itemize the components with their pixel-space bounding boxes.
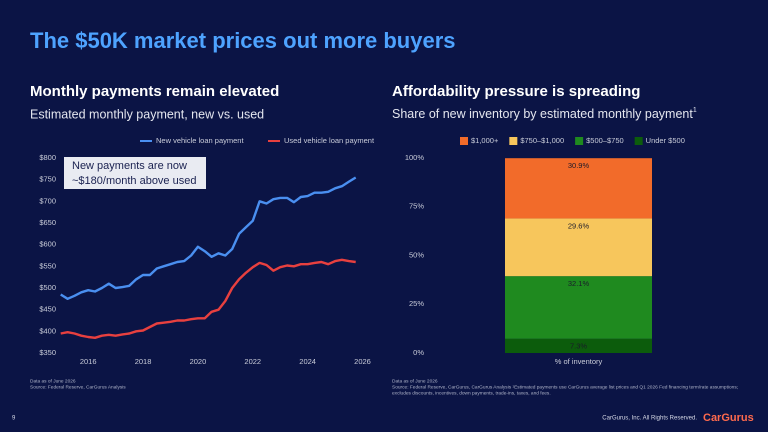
legend-swatch [509, 137, 518, 145]
value-label: 7.3% [570, 342, 587, 351]
legend-swatch [460, 137, 468, 145]
y-tick-label: $350 [39, 348, 56, 357]
footnote: Source: Federal Reserve, CarGurus, CarGu… [392, 384, 738, 390]
annotation: ~$180/month above used [72, 175, 196, 187]
legend-label: $750–$1,000 [520, 136, 564, 145]
y-tick-label: 100% [405, 153, 425, 162]
footnote: Data as of June 2026 [30, 378, 76, 384]
x-tick-label: 2018 [135, 357, 152, 366]
legend-swatch [575, 137, 584, 145]
footnote: excludes discounts, incentives, down pay… [392, 390, 551, 396]
bar-segment [505, 276, 652, 339]
copyright: CarGurus, Inc. All Rights Reserved. [602, 416, 697, 422]
value-label: 29.6% [568, 221, 590, 230]
y-tick-label: $750 [39, 175, 56, 184]
annotation: New payments are now [72, 160, 187, 172]
y-tick-label: $700 [39, 196, 56, 205]
value-label: 30.9% [568, 161, 590, 170]
chart-heading: Affordability pressure is spreading [392, 83, 640, 100]
y-tick-label: 25% [409, 299, 424, 308]
value-label: 32.1% [568, 279, 590, 288]
x-tick-label: 2024 [299, 357, 316, 366]
y-tick-label: $650 [39, 218, 56, 227]
subtitle-text: Share of new inventory by estimated mont… [392, 107, 693, 121]
x-tick-label: 2016 [80, 357, 97, 366]
page-number: 9 [12, 416, 16, 422]
legend-label: $1,000+ [471, 136, 499, 145]
chart-heading: Monthly payments remain elevated [30, 83, 279, 100]
y-tick-label: 50% [409, 250, 424, 259]
y-tick-label: $450 [39, 305, 56, 314]
legend-label: Used vehicle loan payment [284, 136, 375, 145]
y-tick-label: $600 [39, 240, 56, 249]
legend-label: Under $500 [646, 136, 685, 145]
y-tick-label: $500 [39, 283, 56, 292]
legend-label: New vehicle loan payment [156, 136, 244, 145]
footnote: Data as of June 2026 [392, 378, 438, 384]
legend-swatch [634, 137, 643, 145]
y-tick-label: $550 [39, 261, 56, 270]
bar-segment [505, 218, 652, 277]
x-tick-label: % of inventory [555, 357, 603, 366]
annotation-box [64, 157, 206, 189]
data-line [60, 176, 357, 300]
legend-label: $500–$750 [586, 136, 624, 145]
y-tick-label: $400 [39, 326, 56, 335]
bar-segment [505, 338, 652, 353]
footnote: Source: Federal Reserve, CarGurus Analys… [30, 384, 126, 390]
y-tick-label: $800 [39, 153, 56, 162]
slide-title: The $50K market prices out more buyers [30, 28, 456, 53]
data-line [60, 258, 356, 339]
y-tick-label: 75% [409, 202, 424, 211]
y-tick-label: 0% [413, 348, 424, 357]
x-tick-label: 2020 [190, 357, 207, 366]
x-tick-label: 2022 [244, 357, 261, 366]
x-tick-label: 2026 [354, 357, 371, 366]
logo: CarGurus [703, 412, 754, 424]
footnote-mark: 1 [693, 107, 697, 114]
chart-subtitle: Estimated monthly payment, new vs. used [30, 107, 264, 121]
bar-segment [505, 158, 652, 219]
chart-subtitle: Share of new inventory by estimated mont… [392, 107, 697, 121]
